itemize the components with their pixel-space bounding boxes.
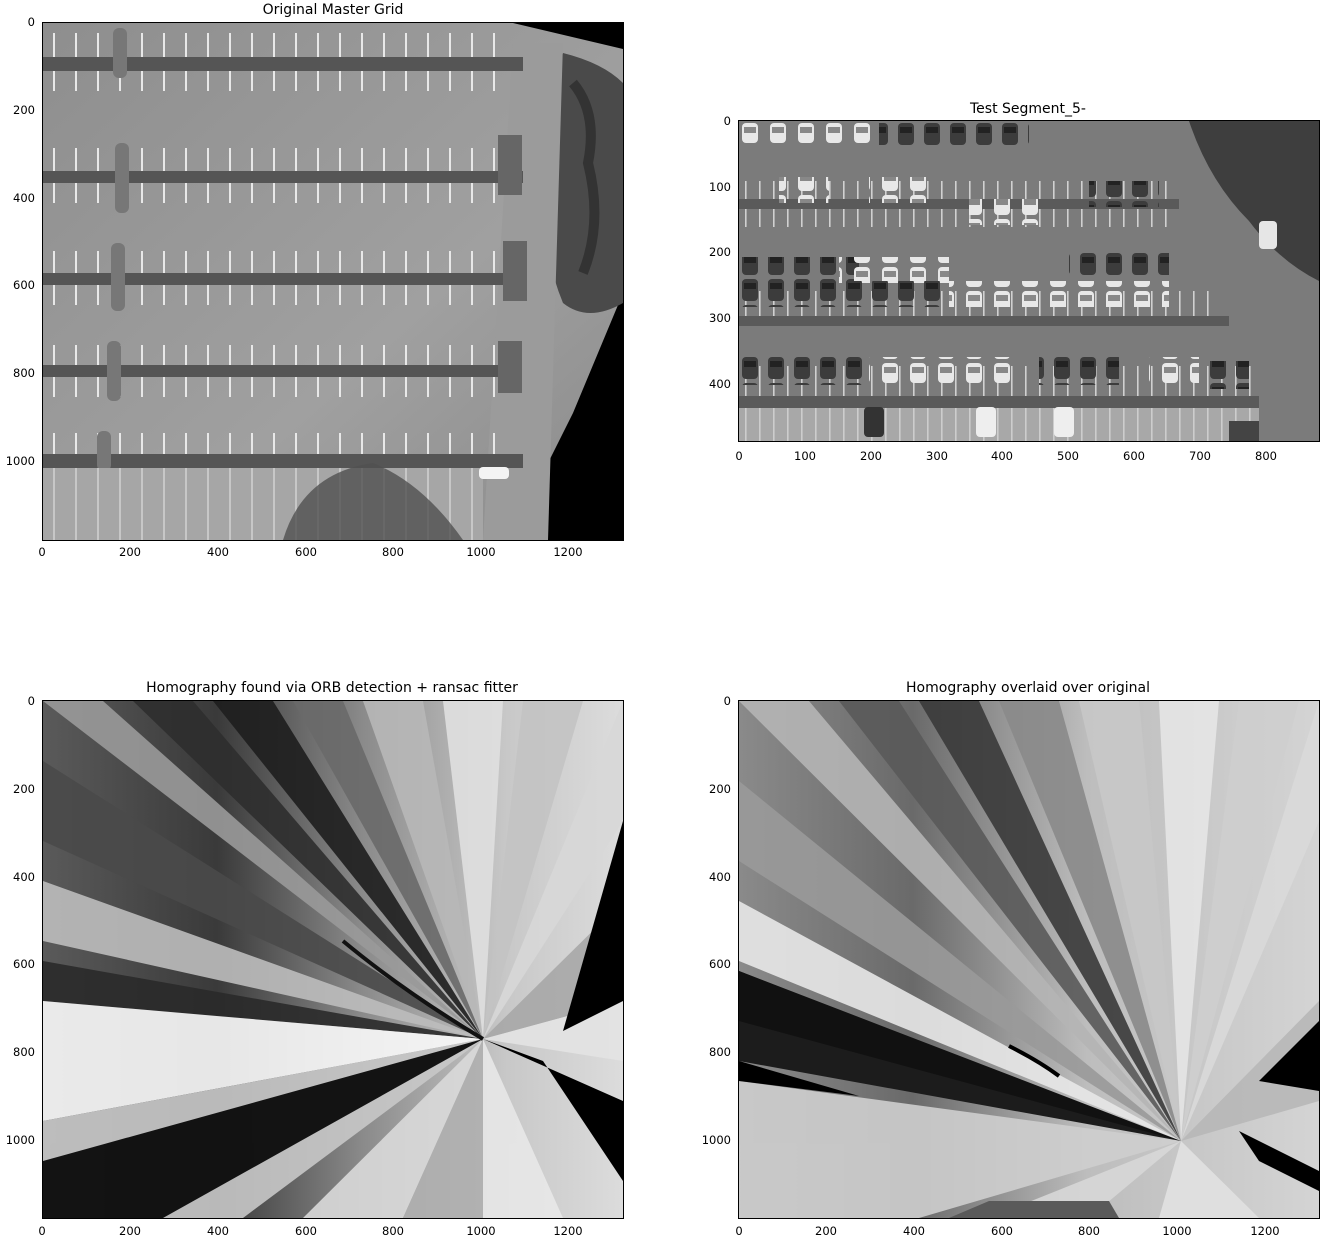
y-tick: 800 <box>13 366 35 380</box>
x-tick: 100 <box>794 449 816 463</box>
x-tick: 600 <box>295 1224 317 1238</box>
image-homography-found <box>42 700 624 1219</box>
panel-title: Homography overlaid over original <box>906 680 1150 696</box>
x-tick: 800 <box>382 545 404 559</box>
x-tick: 400 <box>207 1224 229 1238</box>
y-tick: 200 <box>13 103 35 117</box>
x-tick: 800 <box>1255 449 1277 463</box>
y-tick: 300 <box>709 311 731 325</box>
panel-title: Test Segment_5- <box>970 101 1086 117</box>
x-tick: 1000 <box>466 1224 496 1238</box>
x-tick: 200 <box>815 1224 837 1238</box>
y-tick: 200 <box>709 782 731 796</box>
y-tick: 1000 <box>5 454 35 468</box>
x-tick: 400 <box>903 1224 925 1238</box>
x-tick: 600 <box>991 1224 1013 1238</box>
y-tick: 200 <box>709 245 731 259</box>
x-tick: 1200 <box>553 545 583 559</box>
y-tick: 0 <box>723 694 731 708</box>
y-tick: 100 <box>709 180 731 194</box>
y-tick: 1000 <box>701 1133 731 1147</box>
y-tick: 600 <box>709 957 731 971</box>
x-tick: 1200 <box>553 1224 583 1238</box>
y-tick: 0 <box>27 694 35 708</box>
x-tick: 600 <box>1123 449 1145 463</box>
x-tick: 200 <box>119 545 141 559</box>
x-tick: 600 <box>295 545 317 559</box>
panel-title: Original Master Grid <box>262 2 404 18</box>
x-tick: 400 <box>207 545 229 559</box>
x-tick: 200 <box>119 1224 141 1238</box>
x-tick: 0 <box>735 449 743 463</box>
y-tick: 800 <box>13 1045 35 1059</box>
y-tick: 400 <box>709 870 731 884</box>
x-tick: 300 <box>926 449 948 463</box>
x-tick: 700 <box>1189 449 1211 463</box>
y-tick: 400 <box>13 191 35 205</box>
x-tick: 1200 <box>1250 1224 1280 1238</box>
y-tick: 400 <box>709 377 731 391</box>
x-tick: 0 <box>38 545 46 559</box>
x-tick: 0 <box>38 1224 46 1238</box>
image-homography-overlaid <box>738 700 1320 1219</box>
image-test-segment <box>738 120 1320 442</box>
y-tick: 0 <box>723 114 731 128</box>
y-tick: 600 <box>13 278 35 292</box>
y-tick: 600 <box>13 957 35 971</box>
x-tick: 1000 <box>466 545 496 559</box>
y-tick: 400 <box>13 870 35 884</box>
x-tick: 400 <box>991 449 1013 463</box>
x-tick: 800 <box>1078 1224 1100 1238</box>
y-tick: 800 <box>709 1045 731 1059</box>
y-tick: 1000 <box>5 1133 35 1147</box>
x-tick: 1000 <box>1162 1224 1192 1238</box>
y-tick: 200 <box>13 782 35 796</box>
image-original-master-grid <box>42 22 624 541</box>
x-tick: 500 <box>1057 449 1079 463</box>
y-tick: 0 <box>27 15 35 29</box>
x-tick: 0 <box>735 1224 743 1238</box>
x-tick: 200 <box>860 449 882 463</box>
x-tick: 800 <box>382 1224 404 1238</box>
panel-title: Homography found via ORB detection + ran… <box>146 680 518 696</box>
